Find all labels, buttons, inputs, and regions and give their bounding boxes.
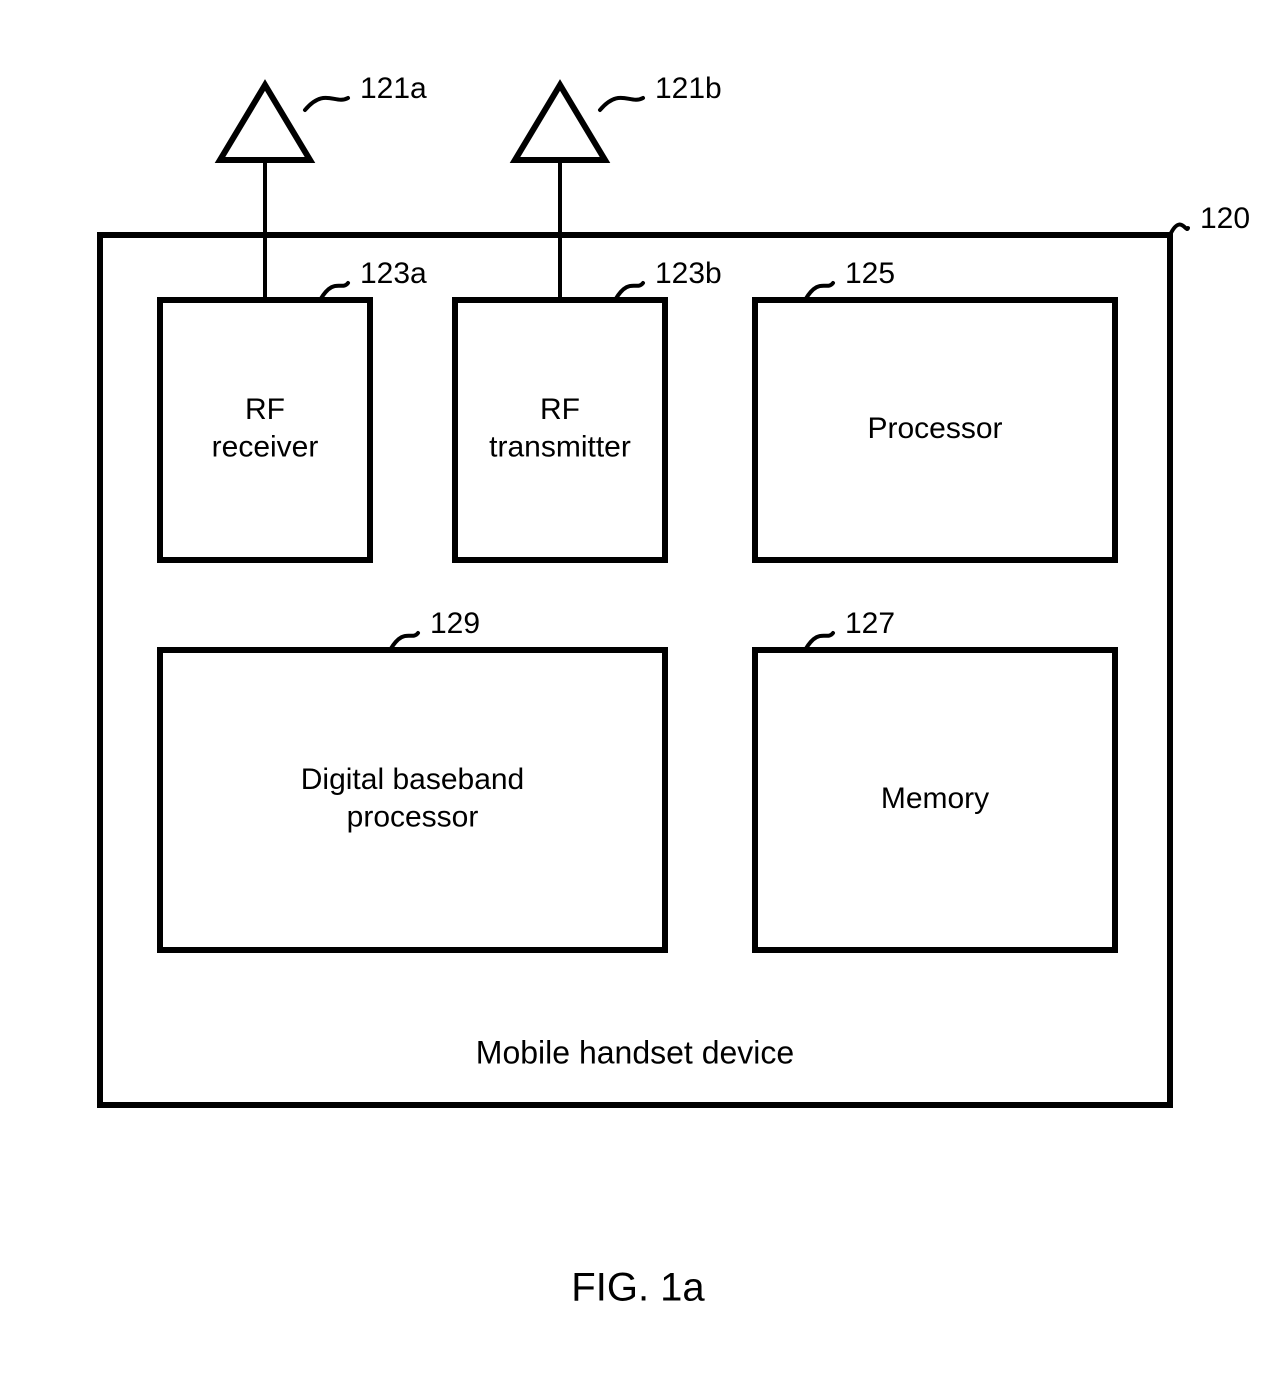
digital-baseband-processor-label: processor: [347, 801, 479, 834]
rf-transmitter-label: RF: [540, 393, 580, 426]
rf-transmitter-label: transmitter: [489, 431, 631, 464]
mobile-handset-caption: Mobile handset device: [476, 1034, 794, 1070]
ref-label: 121b: [655, 72, 722, 105]
ref-leader: [1170, 225, 1188, 235]
figure-label: FIG. 1a: [571, 1266, 705, 1310]
ref-leader: [305, 98, 348, 110]
memory-label: Memory: [881, 782, 989, 815]
antenna-a-icon: [220, 85, 310, 160]
ref-label: 123a: [360, 257, 427, 290]
ref-label: 127: [845, 607, 895, 640]
ref-label: 125: [845, 257, 895, 290]
ref-leader: [600, 98, 643, 110]
ref-label: 123b: [655, 257, 722, 290]
ref-label: 121a: [360, 72, 427, 105]
mobile-handset-device: [100, 235, 1170, 1105]
ref-label: 129: [430, 607, 480, 640]
rf-receiver-label: receiver: [212, 431, 319, 464]
ref-label: 120: [1200, 202, 1250, 235]
antenna-b-icon: [515, 85, 605, 160]
rf-receiver-label: RF: [245, 393, 285, 426]
processor-label: Processor: [867, 412, 1002, 445]
digital-baseband-processor-label: Digital baseband: [301, 763, 525, 796]
